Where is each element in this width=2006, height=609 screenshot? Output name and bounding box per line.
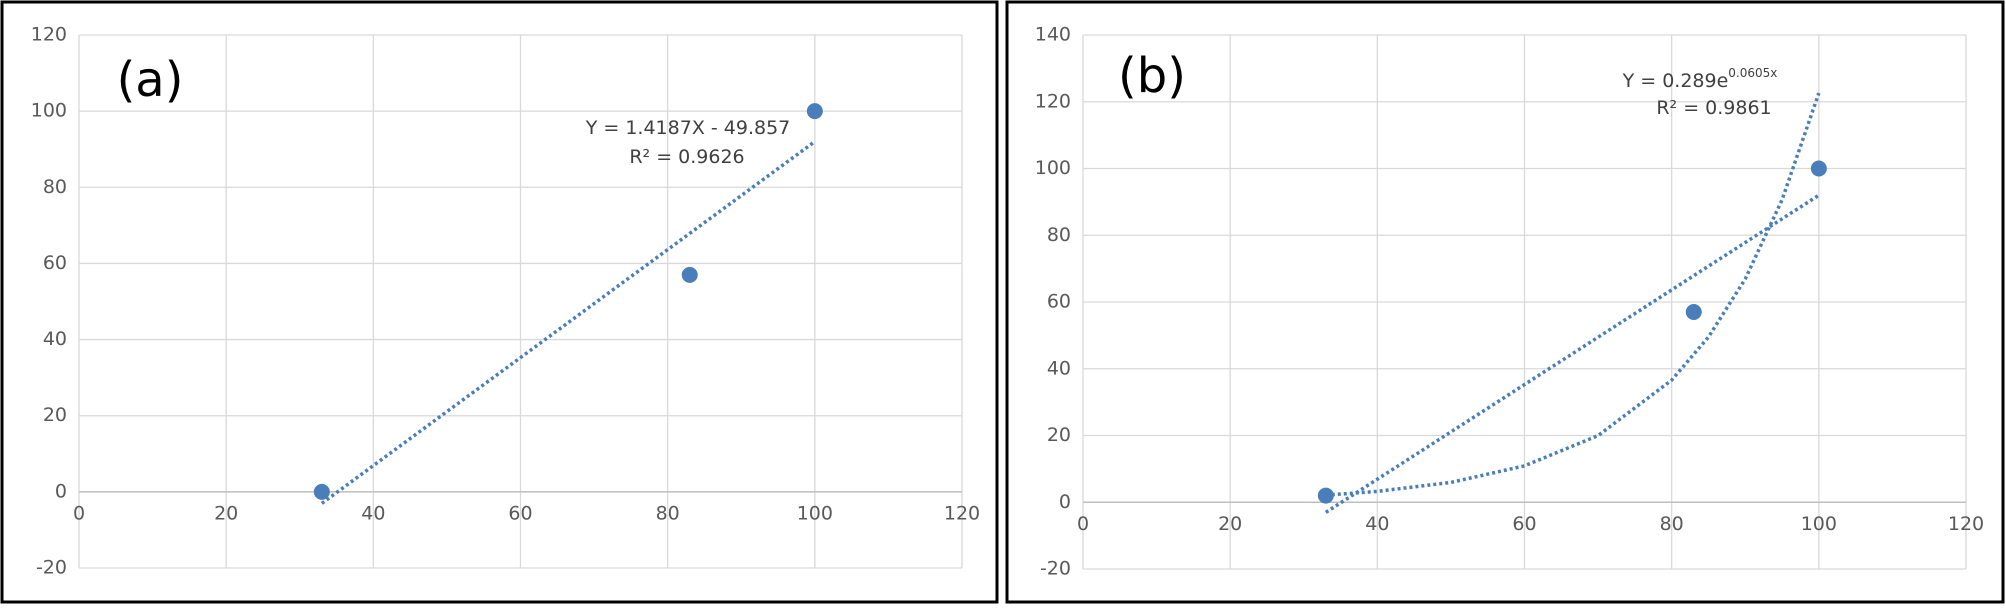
x-tick-label: 60 [1512, 513, 1536, 535]
panel-frame [0, 0, 999, 604]
x-tick-label: 40 [361, 502, 385, 524]
panel-label: (a) [117, 52, 184, 108]
x-tick-label: 0 [1077, 513, 1089, 535]
x-tick-label: 120 [1948, 513, 1984, 535]
x-tick-label: 80 [656, 502, 680, 524]
trendline-equation: Y = 0.289e0.0605x [1622, 66, 1778, 92]
x-tick-label: 0 [73, 502, 85, 524]
trendline-equation: Y = 1.4187X - 49.857 [585, 117, 791, 139]
y-tick-label: 140 [1035, 24, 1071, 46]
data-point [1317, 487, 1334, 504]
equation-text: Y = 1.4187X - 49.857 [585, 117, 791, 139]
equation-text: R² = 0.9626 [629, 146, 744, 168]
x-tick-label: 40 [1365, 513, 1389, 535]
y-tick-label: 60 [1047, 291, 1071, 313]
y-tick-label: 80 [1047, 224, 1071, 246]
equation-exponent: 0.0605x [1728, 66, 1777, 80]
y-tick-label: 20 [43, 404, 67, 426]
y-tick-label: -20 [36, 557, 67, 579]
data-point [1810, 160, 1827, 177]
data-point [806, 103, 823, 120]
y-tick-label: 100 [31, 100, 67, 122]
y-tick-label: 100 [1035, 157, 1071, 179]
y-tick-label: 20 [1047, 424, 1071, 446]
y-tick-label: 60 [43, 252, 67, 274]
data-point [313, 483, 330, 500]
trendline-equation: R² = 0.9626 [629, 146, 744, 168]
y-tick-label: 40 [1047, 357, 1071, 379]
equation-text: R² = 0.9861 [1656, 97, 1771, 119]
trendline [1325, 92, 1821, 497]
y-tick-label: 0 [1059, 491, 1071, 513]
y-tick-label: 120 [1035, 90, 1071, 112]
y-tick-label: 0 [55, 480, 67, 502]
y-tick-label: 40 [43, 328, 67, 350]
x-tick-label: 100 [1801, 513, 1837, 535]
panel-label: (b) [1118, 48, 1186, 104]
x-tick-label: 60 [508, 502, 532, 524]
equation-text: Y = 0.289e [1622, 70, 1729, 92]
trendline [1324, 193, 1820, 514]
x-tick-label: 20 [1218, 513, 1242, 535]
data-point [1685, 304, 1702, 321]
trendline-equation: R² = 0.9861 [1656, 97, 1771, 119]
x-tick-label: 120 [944, 502, 980, 524]
y-tick-label: 120 [31, 24, 67, 46]
x-tick-label: 100 [797, 502, 833, 524]
y-tick-label: -20 [1040, 558, 1071, 580]
data-point [681, 266, 698, 283]
x-tick-label: 80 [1660, 513, 1684, 535]
x-tick-label: 20 [214, 502, 238, 524]
y-tick-label: 80 [43, 176, 67, 198]
